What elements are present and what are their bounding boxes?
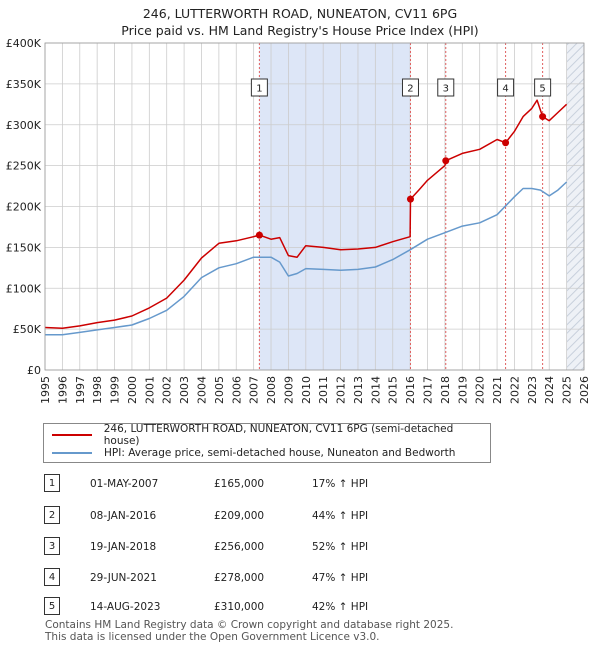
- chart-title-line2: Price paid vs. HM Land Registry's House …: [121, 23, 479, 38]
- x-tick-label: 2019: [456, 376, 469, 404]
- sale-point-marker: [539, 113, 547, 121]
- footer-copyright: Contains HM Land Registry data © Crown c…: [45, 619, 454, 631]
- x-tick-label: 2003: [178, 376, 191, 404]
- x-tick-label: 1999: [109, 376, 122, 404]
- price-paid-line: [44, 99, 568, 330]
- x-tick-label: 2024: [543, 376, 556, 404]
- sale-number-badge: 4: [44, 568, 60, 586]
- sale-price: £278,000: [214, 572, 265, 584]
- x-tick-label: 2016: [404, 376, 417, 404]
- x-tick-label: 2010: [300, 376, 313, 404]
- y-tick-label: £300K: [6, 119, 42, 132]
- sale-hpi-change: 47% ↑ HPI: [312, 572, 369, 584]
- table-row: 2 08-JAN-2016 £209,000 44% ↑ HPI: [0, 506, 600, 528]
- sale-point-marker: [255, 231, 263, 239]
- price-chart: 1995 1996 1997 1998 1999 2000 2001 2002 2003 2004…: [6, 37, 591, 404]
- legend-item-price: 246, LUTTERWORTH ROAD, NUNEATON, CV11 6P…: [52, 423, 490, 447]
- sale-point-marker: [406, 195, 414, 203]
- x-tick-label: 2020: [474, 376, 487, 404]
- x-tick-label: 2015: [387, 376, 400, 404]
- x-tick-label: 2026: [578, 376, 591, 404]
- x-tick-label: 2023: [526, 376, 539, 404]
- sale-label-box: [437, 78, 455, 97]
- x-tick-label: 2001: [143, 376, 156, 404]
- sale-date: 01-MAY-2007: [90, 478, 159, 490]
- x-tick-label: 2002: [161, 376, 174, 404]
- sale-label-box: [534, 78, 552, 97]
- x-tick-label: 2021: [491, 376, 504, 404]
- sale-number-badge: 1: [44, 474, 60, 492]
- sale-date: 19-JAN-2018: [90, 541, 157, 553]
- sale-point-marker: [442, 157, 450, 165]
- sale-label-number: 4: [502, 84, 508, 95]
- table-row: 4 29-JUN-2021 £278,000 47% ↑ HPI: [0, 568, 600, 590]
- x-tick-label: 2014: [369, 376, 382, 404]
- x-tick-label: 1995: [39, 376, 52, 404]
- y-tick-label: £200K: [6, 201, 42, 214]
- sale-label-box: [401, 78, 419, 97]
- sale-price: £256,000: [214, 541, 265, 553]
- x-tick-label: 1997: [74, 376, 87, 404]
- x-tick-label: 2005: [213, 376, 226, 404]
- y-tick-label: £350K: [6, 78, 42, 91]
- sale-point-marker: [502, 139, 510, 147]
- chart-title-line1: 246, LUTTERWORTH ROAD, NUNEATON, CV11 6P…: [142, 6, 458, 21]
- y-tick-label: £0: [27, 364, 41, 377]
- footer-licence: This data is licensed under the Open Gov…: [45, 631, 380, 643]
- y-tick-label: £250K: [6, 160, 42, 173]
- sale-hpi-change: 17% ↑ HPI: [312, 478, 369, 490]
- x-tick-label: 2025: [561, 376, 574, 404]
- sale-date: 29-JUN-2021: [90, 572, 157, 584]
- sale-price: £165,000: [214, 478, 265, 490]
- sale-number-badge: 3: [44, 537, 60, 555]
- sale-label-number: 1: [256, 84, 262, 95]
- x-tick-label: 2017: [422, 376, 435, 404]
- sale-date: 08-JAN-2016: [90, 510, 157, 522]
- sale-hpi-change: 42% ↑ HPI: [312, 601, 369, 613]
- sale-number-badge: 5: [44, 597, 60, 615]
- sale-price: £209,000: [214, 510, 265, 522]
- table-row: 3 19-JAN-2018 £256,000 52% ↑ HPI: [0, 537, 600, 559]
- sale-hpi-change: 44% ↑ HPI: [312, 510, 369, 522]
- legend-price-label: 246, LUTTERWORTH ROAD, NUNEATON, CV11 6P…: [103, 423, 454, 447]
- table-row: 5 14-AUG-2023 £310,000 42% ↑ HPI: [0, 597, 600, 619]
- sale-label-number: 3: [443, 84, 449, 95]
- x-tick-label: 2009: [282, 376, 295, 404]
- x-tick-label: 2022: [508, 376, 521, 404]
- table-row: 1 01-MAY-2007 £165,000 17% ↑ HPI: [0, 474, 600, 496]
- sale-label-number: 5: [539, 84, 545, 95]
- sale-date: 14-AUG-2023: [90, 601, 161, 613]
- x-tick-label: 2018: [439, 376, 452, 404]
- legend-price-swatch: [52, 434, 92, 436]
- legend-hpi-swatch: [52, 452, 92, 454]
- y-tick-label: £400K: [6, 37, 42, 50]
- x-tick-label: 2000: [126, 376, 139, 404]
- x-tick-label: 1998: [91, 376, 104, 404]
- x-tick-label: 2012: [335, 376, 348, 404]
- sale-hpi-change: 52% ↑ HPI: [312, 541, 369, 553]
- sale-price: £310,000: [214, 601, 265, 613]
- x-tick-label: 2013: [352, 376, 365, 404]
- chart-legend: 246, LUTTERWORTH ROAD, NUNEATON, CV11 6P…: [43, 423, 491, 463]
- y-tick-label: £100K: [6, 282, 42, 295]
- legend-item-hpi: HPI: Average price, semi-detached house,…: [52, 445, 455, 461]
- sale-label-box: [497, 78, 515, 97]
- legend-hpi-label: HPI: Average price, semi-detached house,…: [104, 447, 456, 459]
- sale-label-number: 2: [407, 84, 413, 95]
- x-tick-label: 2004: [195, 376, 208, 404]
- x-tick-label: 1996: [56, 376, 69, 404]
- x-tick-label: 2006: [230, 376, 243, 404]
- plot-border: [44, 42, 585, 371]
- hpi-line: [45, 181, 568, 336]
- x-tick-label: 2007: [248, 376, 261, 404]
- sale-label-box: [250, 78, 268, 97]
- x-tick-label: 2008: [265, 376, 278, 404]
- x-tick-label: 2011: [317, 376, 330, 404]
- y-tick-label: £50K: [13, 323, 42, 336]
- sale-number-badge: 2: [44, 506, 60, 524]
- y-tick-label: £150K: [6, 241, 42, 254]
